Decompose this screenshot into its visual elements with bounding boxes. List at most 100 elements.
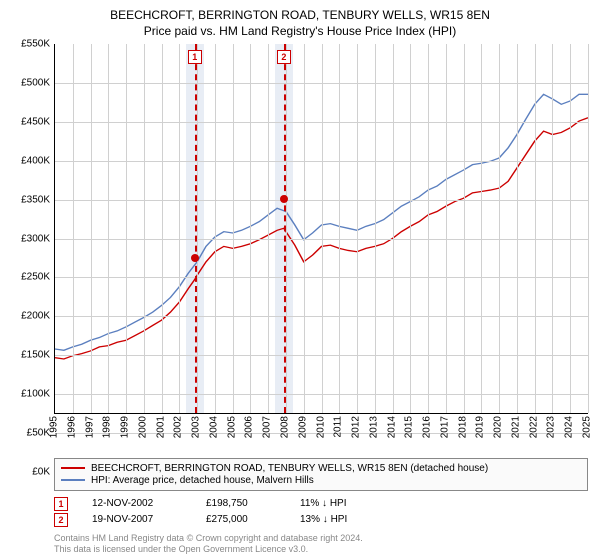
gridline-v [144,44,145,413]
y-tick-label: £350K [21,194,50,205]
y-tick-label: £300K [21,233,50,244]
x-tick-label: 2003 [191,416,202,438]
chart-area: £0K£50K£100K£150K£200K£250K£300K£350K£40… [12,44,588,414]
x-tick-label: 1999 [120,416,131,438]
gridline-v [357,44,358,413]
sale-row-price: £275,000 [206,514,276,525]
y-tick-label: £250K [21,272,50,283]
y-tick-label: £550K [21,39,50,50]
chart-subtitle: Price paid vs. HM Land Registry's House … [12,24,588,38]
x-tick-label: 2008 [279,416,290,438]
x-tick-label: 2000 [137,416,148,438]
gridline-v [464,44,465,413]
gridline-v [446,44,447,413]
x-tick-label: 1997 [84,416,95,438]
x-tick-label: 2016 [422,416,433,438]
gridline-v [108,44,109,413]
legend-swatch [61,467,85,469]
x-tick-label: 2011 [333,416,344,438]
gridline-v [304,44,305,413]
gridline-v [552,44,553,413]
x-tick-label: 2018 [457,416,468,438]
gridline-v [375,44,376,413]
sales-row: 2 19-NOV-2007 £275,000 13% ↓ HPI [54,513,588,527]
gridline-v [233,44,234,413]
sale-marker-line [195,44,197,413]
title-block: BEECHCROFT, BERRINGTON ROAD, TENBURY WEL… [12,8,588,38]
y-tick-label: £100K [21,389,50,400]
gridline-v [215,44,216,413]
x-tick-label: 2019 [475,416,486,438]
x-tick-label: 1998 [102,416,113,438]
x-tick-label: 2021 [510,416,521,438]
x-tick-label: 2017 [439,416,450,438]
gridline-v [322,44,323,413]
gridline-v [250,44,251,413]
x-tick-label: 2007 [262,416,273,438]
x-tick-label: 2002 [173,416,184,438]
x-tick-label: 2009 [297,416,308,438]
footer: Contains HM Land Registry data © Crown c… [54,533,588,556]
gridline-v [517,44,518,413]
legend: BEECHCROFT, BERRINGTON ROAD, TENBURY WEL… [54,458,588,491]
gridline-v [126,44,127,413]
x-tick-label: 2005 [226,416,237,438]
x-tick-label: 2013 [368,416,379,438]
sale-row-price: £198,750 [206,498,276,509]
gridline-v [588,44,589,413]
x-tick-label: 1996 [66,416,77,438]
gridline-v [162,44,163,413]
legend-row: BEECHCROFT, BERRINGTON ROAD, TENBURY WEL… [61,463,581,474]
gridline-v [499,44,500,413]
y-tick-label: £150K [21,350,50,361]
gridline-v [286,44,287,413]
x-tick-label: 2006 [244,416,255,438]
x-tick-label: 2022 [528,416,539,438]
legend-row: HPI: Average price, detached house, Malv… [61,475,581,486]
sale-row-date: 19-NOV-2007 [92,514,182,525]
sales-row: 112-NOV-2002£198,75011% ↓ HPI [54,497,588,511]
x-tick-label: 2012 [351,416,362,438]
legend-swatch [61,479,85,481]
chart-container: BEECHCROFT, BERRINGTON ROAD, TENBURY WEL… [0,0,600,560]
sale-row-badge: 2 [54,513,68,527]
x-tick-label: 2025 [582,416,593,438]
sale-row-delta: 11% ↓ HPI [300,498,380,509]
gridline-v [91,44,92,413]
x-tick-label: 2004 [208,416,219,438]
gridline-v [481,44,482,413]
gridline-v [410,44,411,413]
gridline-v [428,44,429,413]
x-tick-label: 2015 [404,416,415,438]
gridline-v [268,44,269,413]
x-axis: 1995199619971998199920002001200220032004… [54,414,588,454]
x-tick-label: 2001 [155,416,166,438]
plot-area: 12 [54,44,588,414]
gridline-v [535,44,536,413]
sale-marker-line [284,44,286,413]
sale-dot [191,254,199,262]
y-axis: £0K£50K£100K£150K£200K£250K£300K£350K£40… [12,44,54,414]
x-tick-label: 2020 [493,416,504,438]
gridline-v [179,44,180,413]
sale-row-badge: 1 [54,497,68,511]
y-tick-label: £400K [21,155,50,166]
y-tick-label: £0K [32,467,50,478]
sale-badge: 2 [277,50,291,64]
y-tick-label: £450K [21,116,50,127]
gridline-v [339,44,340,413]
gridline-v [393,44,394,413]
sales-table: 112-NOV-2002£198,75011% ↓ HPI219-NOV-200… [54,495,588,529]
sale-dot [280,195,288,203]
gridline-v [197,44,198,413]
x-tick-label: 2014 [386,416,397,438]
y-tick-label: £200K [21,311,50,322]
sale-badge: 1 [188,50,202,64]
chart-title: BEECHCROFT, BERRINGTON ROAD, TENBURY WEL… [12,8,588,22]
sale-row-delta: 13% ↓ HPI [300,514,380,525]
footer-line-2: This data is licensed under the Open Gov… [54,544,588,556]
x-tick-label: 2024 [564,416,575,438]
gridline-v [570,44,571,413]
legend-label: HPI: Average price, detached house, Malv… [91,475,314,486]
x-tick-label: 2023 [546,416,557,438]
